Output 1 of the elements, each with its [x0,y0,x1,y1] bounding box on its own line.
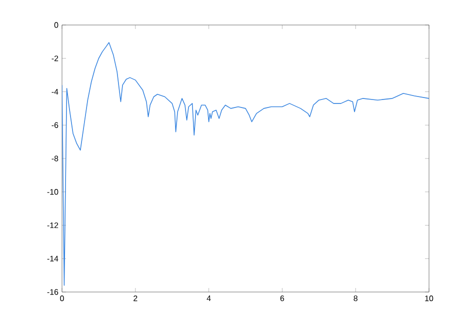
line-series [62,42,430,286]
